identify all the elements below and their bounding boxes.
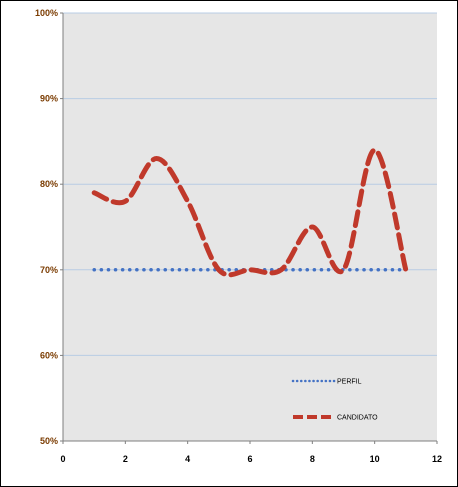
plot-area bbox=[63, 13, 437, 441]
data-point-candidato bbox=[155, 157, 159, 161]
data-point-candidato bbox=[217, 268, 221, 272]
data-point-perfil bbox=[123, 268, 127, 272]
data-point-candidato bbox=[123, 199, 127, 203]
data-point-candidato bbox=[404, 268, 408, 272]
y-tick-label: 80% bbox=[40, 179, 58, 189]
x-tick-label: 6 bbox=[247, 454, 252, 464]
axis-ticks: 50% 60% 70% 80% 90% 100% 0 2 4 6 8 10 12 bbox=[35, 8, 442, 464]
data-point-perfil bbox=[186, 268, 190, 272]
data-point-candidato bbox=[310, 225, 314, 229]
series-layer bbox=[91, 147, 409, 278]
data-point-perfil bbox=[92, 268, 96, 272]
data-point-candidato bbox=[248, 268, 252, 272]
data-point-candidato bbox=[373, 148, 377, 152]
y-tick-label: 50% bbox=[40, 436, 58, 446]
data-point-perfil bbox=[373, 268, 377, 272]
legend-label-candidato: CANDIDATO bbox=[337, 415, 378, 422]
data-point-candidato bbox=[186, 199, 190, 203]
y-tick-label: 90% bbox=[40, 94, 58, 104]
x-tick-label: 10 bbox=[370, 454, 380, 464]
data-point-candidato bbox=[92, 191, 96, 195]
series-line-candidato bbox=[91, 147, 409, 278]
gridlines bbox=[63, 12, 437, 356]
data-point-candidato bbox=[342, 268, 346, 272]
y-tick-label: 70% bbox=[40, 265, 58, 275]
x-tick-label: 4 bbox=[185, 454, 190, 464]
legend-label-perfil: PERFIL bbox=[337, 379, 362, 386]
y-tick-label: 100% bbox=[35, 8, 58, 18]
y-tick-label: 60% bbox=[40, 350, 58, 360]
x-tick-label: 12 bbox=[432, 454, 442, 464]
x-tick-label: 2 bbox=[123, 454, 128, 464]
data-point-candidato bbox=[279, 268, 283, 272]
x-tick-label: 0 bbox=[60, 454, 65, 464]
data-point-perfil bbox=[310, 268, 314, 272]
legend: PERFIL CANDIDATO bbox=[291, 379, 378, 422]
x-tick-label: 8 bbox=[310, 454, 315, 464]
data-point-perfil bbox=[155, 268, 159, 272]
